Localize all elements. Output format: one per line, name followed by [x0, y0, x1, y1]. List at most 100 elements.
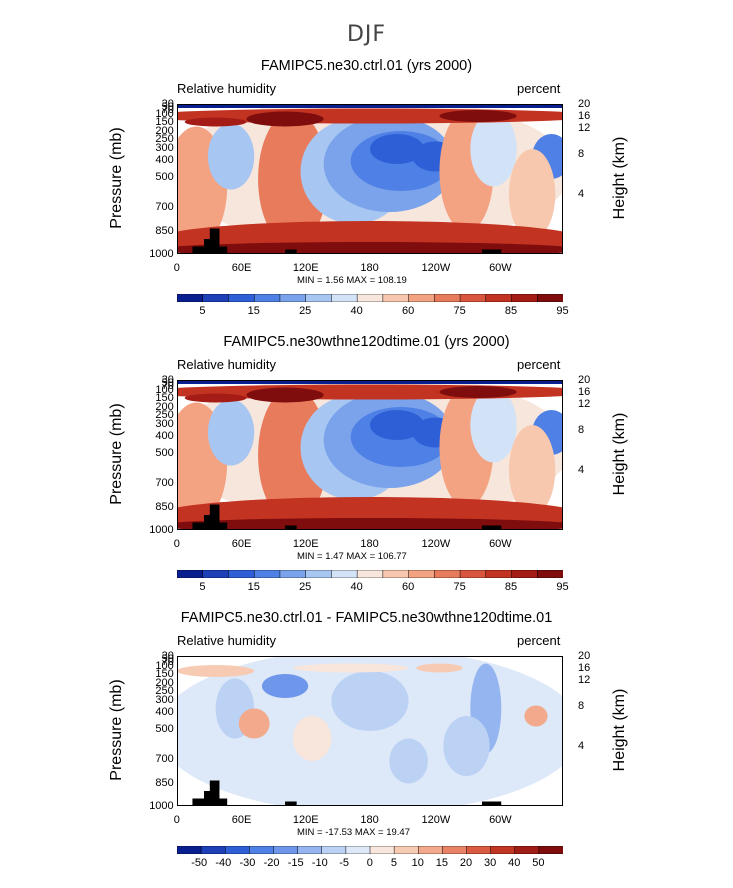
panel-2-yright-tick-label: 20 [578, 374, 591, 386]
panel-2-ytick-label: 30 [161, 374, 174, 386]
panel-2-xtick-label: 60E [231, 538, 252, 550]
panel-2-ytick-label: 300 [155, 418, 174, 430]
panel-3-colorbar-label: 15 [435, 857, 449, 869]
panel-1-colorbar-swatch [485, 294, 513, 302]
panel-1-ytick-label: 500 [155, 171, 174, 183]
panel-2-ytick-label: 70 [161, 380, 174, 392]
panel-1-ytick-label: 700 [155, 201, 174, 213]
panel-2-colorbar-label: 40 [350, 581, 363, 593]
panel-2-contour-region [246, 387, 324, 403]
panel-1-title: FAMIPC5.ne30.ctrl.01 (yrs 2000) [260, 58, 473, 74]
panel-2-ytick-label: 50 [161, 377, 174, 389]
panel-1-plot [177, 104, 563, 254]
panel-3-contour-region [261, 674, 309, 698]
panel-2-yright-tick-label: 8 [578, 424, 585, 436]
panel-3-terrain [204, 791, 216, 806]
panel-1-colorbar-swatch [511, 294, 539, 302]
panel-2-min-max: MIN = 1.47 MAX = 106.77 [297, 551, 407, 562]
panel-3-colorbar-label: 10 [411, 857, 424, 869]
panel-3-colorbar-swatch [538, 846, 563, 854]
panel-2-colorbar-swatch [253, 570, 281, 578]
panel-2-colorbar-swatch [537, 570, 563, 578]
panel-1-yright-tick-label: 16 [578, 110, 591, 122]
panel-3-colorbar-label: -20 [263, 857, 280, 869]
panel-2-colorbar-label: 60 [402, 581, 415, 593]
panel-2-colorbar-label: 75 [453, 581, 466, 593]
panel-3-xtick-label: 120E [292, 814, 319, 826]
panel-3-left-label: Relative humidity [177, 633, 276, 648]
panel-2-contour-region [207, 399, 255, 466]
panel-2-xtick-label: 180 [360, 538, 379, 550]
panel-1-ytick-label: 150 [155, 116, 174, 128]
panel-1-yright-tick-label: 4 [578, 188, 585, 200]
panel-2-terrain [204, 515, 216, 530]
panel-2-xtick-label: 0 [173, 538, 180, 550]
panel-3-xtick-label: 0 [173, 814, 180, 826]
panel-2-colorbar-label: 15 [247, 581, 260, 593]
panel-1-colorbar-swatch [305, 294, 333, 302]
panel-1-xtick-label: 120E [292, 262, 319, 274]
panel-3-colorbar-swatch [273, 846, 299, 854]
panel-1-colorbar-swatch [356, 294, 384, 302]
panel-3-xtick-label: 60W [489, 814, 512, 826]
panel-2-colorbar-swatch [305, 570, 333, 578]
panel-2-colorbar-swatch [331, 570, 358, 578]
panel-1-colorbar-label: 15 [247, 305, 260, 317]
panel-3-ylabel: Pressure (mb) [108, 679, 125, 781]
panel-3-yright-tick-label: 20 [578, 650, 591, 662]
panel-1-ytick-label: 50 [161, 101, 174, 113]
panel-1-colorbar-label: 5 [199, 305, 206, 317]
panel-1-ytick-label: 30 [161, 98, 174, 110]
panel-2-ylabel-right: Height (km) [611, 412, 628, 496]
panel-2-yright-tick-label: 16 [578, 386, 591, 398]
panel-3-ytick-label: 400 [155, 706, 174, 718]
panel-3-terrain [481, 801, 502, 806]
panel-2-colorbar-swatch [485, 570, 513, 578]
panel-2-ytick-label: 200 [155, 401, 174, 413]
panel-1-colorbar-swatch [253, 294, 281, 302]
panel-1-yright-tick-label: 8 [578, 148, 585, 160]
panel-3-colorbar-swatch [177, 846, 202, 854]
panel-3-contour-region [292, 663, 409, 673]
panel-3-ytick-label: 70 [161, 656, 174, 668]
main-title: DJF [346, 22, 387, 47]
panel-1-contour-region [370, 134, 425, 164]
panel-1-terrain [481, 249, 502, 254]
panel-3-right-label: percent [517, 633, 561, 648]
panel-2-yright-tick-label: 12 [578, 398, 591, 410]
panel-2-terrain [481, 525, 502, 530]
panel-1-contour-region [184, 117, 247, 127]
panel-1-colorbar-swatch [228, 294, 255, 302]
panel-1-colorbar-swatch [279, 294, 307, 302]
panel-3-colorbar-label: 0 [366, 857, 373, 869]
panel-3-contour-region [177, 665, 255, 677]
panel-1-xtick-label: 60W [489, 262, 512, 274]
panel-1-contour-region [470, 111, 517, 187]
panel-3-yright-tick-label: 12 [578, 674, 591, 686]
panel-2-plot [177, 380, 563, 530]
panel-3-yright-tick-label: 4 [578, 740, 585, 752]
panel-3-ytick-label: 200 [155, 677, 174, 689]
panel-3-ytick-label: 1000 [149, 800, 174, 812]
panel-2-colorbar-swatch [434, 570, 461, 578]
panel-2-colorbar-swatch [228, 570, 255, 578]
panel-1-colorbar [177, 294, 563, 302]
panel-2-frame [177, 380, 563, 530]
panel-1-contour-region [207, 123, 255, 190]
panel-3-colorbar-swatch [490, 846, 516, 854]
panel-1-colorbar-swatch [177, 294, 204, 302]
panel-1-xtick-label: 60E [231, 262, 252, 274]
panel-2-ytick-label: 700 [155, 477, 174, 489]
panel-3-yright-tick-label: 16 [578, 662, 591, 674]
panel-1-ytick-label: 300 [155, 142, 174, 154]
panel-2-ytick-label: 400 [155, 430, 174, 442]
panel-2-ytick-label: 1000 [149, 524, 174, 536]
panel-3-xtick-label: 60E [231, 814, 252, 826]
panel-2-colorbar-swatch [511, 570, 539, 578]
panel-3-colorbar-swatch [369, 846, 395, 854]
panel-3-colorbar [177, 846, 563, 854]
panel-3-terrain [209, 780, 220, 806]
panel-3-colorbar-swatch [466, 846, 492, 854]
panel-3-ytick-label: 30 [161, 650, 174, 662]
panel-2-contour-region [184, 393, 247, 403]
